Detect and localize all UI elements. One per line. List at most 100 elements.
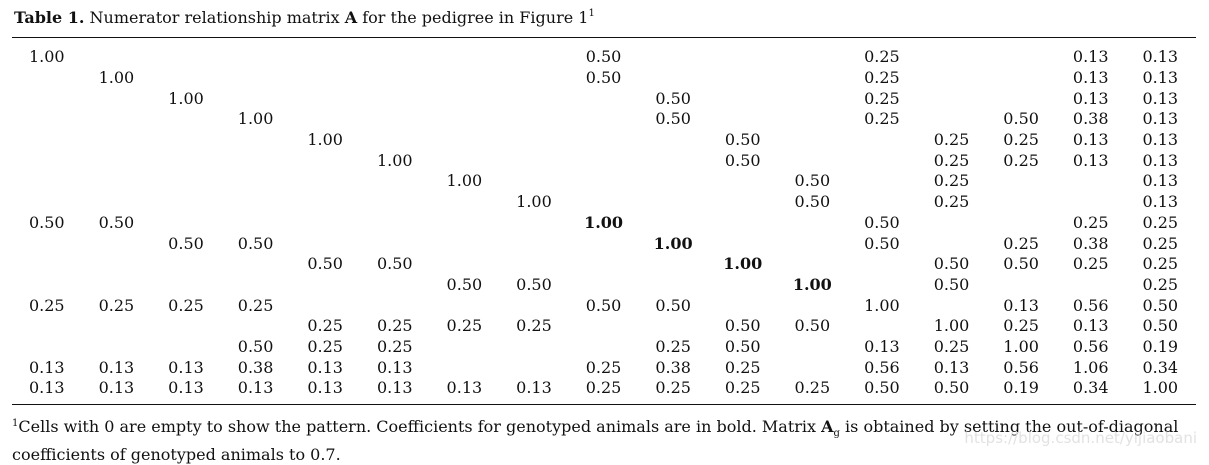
matrix-cell	[638, 192, 708, 213]
matrix-cell: 0.25	[28, 295, 65, 315]
matrix-cell	[430, 357, 500, 378]
matrix-cell	[290, 233, 360, 254]
matrix-cell: 0.50	[794, 171, 831, 191]
matrix-cell: 0.50	[1003, 254, 1039, 274]
matrix-cell	[12, 130, 82, 151]
table-row: 1.00 0.50 0.25 0.13 0.13	[12, 47, 1195, 68]
matrix-cell: 0.50	[933, 254, 970, 274]
matrix-cell	[638, 316, 708, 337]
matrix-cell: 1.00	[376, 150, 413, 170]
matrix-cell: 0.13	[516, 378, 552, 398]
matrix-cell	[151, 316, 221, 337]
matrix-cell: 0.13	[1142, 47, 1179, 67]
matrix-symbol: A	[344, 8, 358, 27]
relationship-matrix-table: 1.00 0.50 0.25 0.13 0.13 1.00 0.50 0.25 0.13 0.13…	[12, 47, 1195, 399]
matrix-cell	[569, 316, 639, 337]
matrix-cell	[499, 130, 569, 151]
matrix-cell	[638, 171, 708, 192]
matrix-cell: 1.00	[792, 274, 832, 294]
matrix-cell: 0.25	[933, 150, 970, 170]
matrix-cell	[986, 192, 1056, 213]
matrix-cell	[499, 254, 569, 275]
matrix-cell	[12, 337, 82, 358]
matrix-cell	[917, 68, 987, 89]
matrix-cell: 0.25	[864, 109, 900, 129]
caption-footnote-mark: 1	[588, 8, 595, 19]
matrix-cell: 0.13	[1072, 130, 1109, 150]
matrix-cell: 0.50	[864, 212, 900, 232]
matrix-cell: 0.13	[168, 378, 204, 398]
matrix-cell: 0.25	[307, 336, 343, 356]
matrix-cell: 0.50	[28, 212, 65, 232]
matrix-cell: 0.13	[933, 357, 970, 377]
matrix-cell	[360, 109, 430, 130]
matrix-cell: 0.13	[237, 378, 274, 398]
matrix-cell	[499, 150, 569, 171]
matrix-cell: 1.00	[28, 47, 65, 67]
matrix-cell: 0.38	[655, 357, 691, 377]
matrix-cell	[1056, 275, 1126, 296]
matrix-cell: 0.34	[1072, 378, 1109, 398]
matrix-cell: 0.13	[1142, 88, 1179, 108]
table-caption: Table 1. Numerator relationship matrix A…	[14, 8, 595, 27]
matrix-cell: 1.00	[168, 88, 204, 108]
matrix-cell	[12, 192, 82, 213]
matrix-cell: 0.50	[724, 316, 761, 336]
caption-text-before: Numerator relationship matrix	[84, 8, 345, 27]
matrix-cell: 0.50	[724, 130, 761, 150]
matrix-cell	[360, 233, 430, 254]
table-row: 1.00 0.50 0.25 0.13 0.13	[12, 88, 1195, 109]
matrix-cell: 0.38	[237, 357, 274, 377]
matrix-cell: 0.25	[585, 378, 622, 398]
matrix-cell: 0.38	[1072, 233, 1109, 253]
matrix-cell	[986, 213, 1056, 234]
matrix-cell: 1.00	[723, 254, 763, 274]
matrix-cell: 0.25	[516, 316, 552, 336]
matrix-cell	[221, 213, 291, 234]
matrix-cell	[430, 68, 500, 89]
matrix-cell	[430, 109, 500, 130]
matrix-cell	[708, 88, 778, 109]
matrix-cell: 0.19	[1142, 336, 1179, 356]
matrix-cell	[12, 88, 82, 109]
table-row: 1.00 0.50 0.25 0.25 0.13 0.13	[12, 130, 1195, 151]
matrix-cell	[986, 47, 1056, 68]
matrix-cell	[708, 192, 778, 213]
matrix-cell	[151, 68, 221, 89]
matrix-cell	[638, 150, 708, 171]
matrix-cell	[151, 337, 221, 358]
matrix-cell	[221, 254, 291, 275]
matrix-cell	[569, 150, 639, 171]
matrix-cell	[12, 233, 82, 254]
matrix-cell: 0.25	[864, 47, 900, 67]
matrix-cell: 0.50	[794, 316, 831, 336]
matrix-cell	[82, 130, 152, 151]
matrix-cell	[430, 150, 500, 171]
matrix-cell	[290, 171, 360, 192]
matrix-cell	[569, 192, 639, 213]
matrix-cell	[221, 68, 291, 89]
matrix-cell: 0.25	[1072, 254, 1109, 274]
matrix-cell	[708, 275, 778, 296]
matrix-cell: 0.50	[864, 378, 900, 398]
watermark: https://blog.csdn.net/yijiaobani	[964, 429, 1197, 447]
matrix-cell	[986, 88, 1056, 109]
matrix-cell	[430, 47, 500, 68]
matrix-cell	[499, 357, 569, 378]
matrix-cell	[569, 109, 639, 130]
matrix-cell	[82, 275, 152, 296]
matrix-cell	[82, 109, 152, 130]
matrix-cell	[430, 192, 500, 213]
table-row: 0.13 0.13 0.13 0.13 0.13 0.13 0.13 0.13 0.25 0.25…	[12, 378, 1195, 399]
matrix-cell: 1.00	[98, 68, 135, 88]
matrix-cell	[82, 88, 152, 109]
matrix-cell: 0.50	[655, 295, 691, 315]
matrix-cell	[778, 130, 848, 151]
matrix-cell	[847, 171, 917, 192]
matrix-cell	[569, 275, 639, 296]
matrix-cell: 0.25	[933, 336, 970, 356]
matrix-cell	[12, 275, 82, 296]
matrix-cell: 0.56	[864, 357, 900, 377]
matrix-cell	[12, 171, 82, 192]
matrix-cell	[778, 357, 848, 378]
